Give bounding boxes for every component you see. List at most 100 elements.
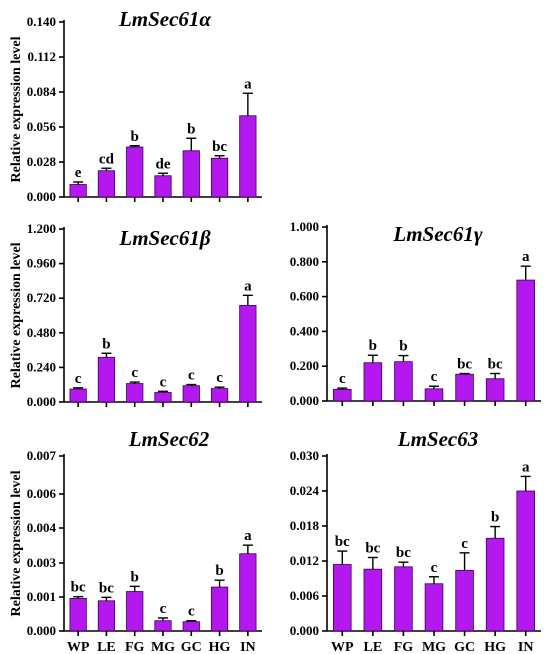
- significance-label: b: [102, 336, 110, 352]
- significance-label: a: [522, 249, 530, 265]
- y-tick-label: 0.084: [27, 84, 57, 99]
- x-tick-label: HG: [484, 640, 506, 654]
- x-tick-label: LE: [97, 640, 116, 654]
- significance-label: c: [131, 365, 138, 381]
- y-tick-label: 0.056: [27, 119, 57, 134]
- panel-title: LmSec63: [397, 427, 478, 451]
- bar: [239, 553, 257, 632]
- significance-label: bc: [212, 139, 227, 155]
- bar: [485, 378, 505, 402]
- bar: [69, 184, 87, 198]
- y-tick-label: 0.000: [290, 393, 319, 408]
- significance-label: cd: [99, 151, 115, 167]
- y-tick-label: 0.006: [27, 486, 57, 501]
- panel-title: LmSec62: [128, 427, 210, 451]
- significance-label: bc: [71, 580, 86, 596]
- significance-label: a: [244, 278, 252, 294]
- bar: [97, 170, 116, 198]
- significance-label: c: [188, 604, 195, 620]
- y-tick-label: 0.200: [290, 358, 319, 373]
- significance-label: b: [131, 569, 139, 585]
- significance-label: bc: [335, 534, 350, 550]
- bar: [69, 388, 87, 403]
- y-tick-label: 0.240: [27, 359, 56, 374]
- bar: [210, 388, 229, 403]
- y-tick-label: 0.000: [27, 623, 56, 638]
- bar: [363, 362, 383, 402]
- y-tick-label: 0.000: [27, 189, 56, 204]
- bar: [394, 566, 413, 632]
- significance-label: bc: [396, 545, 411, 561]
- bar: [516, 279, 535, 402]
- bar: [455, 569, 474, 632]
- bar: [424, 388, 444, 402]
- significance-label: de: [156, 156, 171, 172]
- y-tick-label: 0.018: [290, 518, 320, 533]
- y-tick-label: 0.006: [290, 588, 320, 603]
- significance-label: c: [160, 601, 167, 617]
- significance-label: c: [188, 368, 195, 384]
- significance-label: a: [244, 528, 252, 544]
- bar: [239, 115, 257, 198]
- x-tick-label: GC: [454, 640, 475, 654]
- bar: [394, 361, 413, 402]
- y-tick-label: 0.030: [290, 448, 319, 463]
- y-tick-label: 0.012: [290, 553, 319, 568]
- bar: [485, 537, 505, 632]
- y-tick-label: 0.112: [27, 49, 56, 64]
- significance-label: e: [75, 165, 82, 181]
- bar: [154, 175, 172, 198]
- bar: [210, 157, 229, 198]
- x-tick-label: WP: [331, 640, 354, 654]
- y-tick-label: 0.000: [27, 394, 56, 409]
- bar: [333, 564, 352, 632]
- y-axis-label: Relative expression level: [9, 470, 24, 616]
- panel-title: LmSec61γ: [392, 222, 482, 246]
- x-tick-label: HG: [209, 640, 231, 654]
- significance-label: bc: [99, 580, 114, 596]
- x-tick-label: MG: [422, 640, 446, 654]
- y-tick-label: 0.960: [27, 256, 56, 271]
- bar: [182, 621, 200, 632]
- y-tick-label: 1.000: [290, 219, 319, 234]
- bar: [126, 383, 144, 403]
- y-tick-label: 0.004: [27, 520, 57, 535]
- significance-label: c: [431, 369, 438, 385]
- bar: [363, 568, 383, 632]
- significance-label: c: [339, 371, 346, 387]
- significance-label: a: [244, 76, 252, 92]
- bar: [97, 356, 116, 403]
- x-tick-label: FG: [394, 640, 414, 654]
- significance-label: b: [215, 563, 223, 579]
- y-tick-label: 0.007: [27, 448, 57, 463]
- bar: [97, 600, 116, 632]
- significance-label: c: [160, 374, 167, 390]
- bar: [182, 150, 200, 198]
- bar: [210, 586, 229, 632]
- significance-label: c: [431, 560, 438, 576]
- y-axis-label: Relative expression level: [9, 242, 24, 388]
- y-tick-label: 0.800: [290, 254, 319, 269]
- y-tick-label: 0.001: [27, 589, 56, 604]
- significance-label: b: [131, 129, 139, 145]
- x-tick-label: FG: [125, 640, 145, 654]
- significance-label: a: [522, 459, 530, 475]
- bar: [126, 146, 144, 198]
- significance-label: b: [187, 121, 195, 137]
- panel-title: LmSec61α: [118, 7, 211, 31]
- significance-label: b: [369, 338, 377, 354]
- bar: [333, 388, 352, 402]
- y-tick-label: 0.024: [290, 483, 320, 498]
- y-tick-label: 0.140: [27, 14, 56, 29]
- y-tick-label: 0.720: [27, 290, 56, 305]
- significance-label: c: [75, 371, 82, 387]
- x-tick-label: IN: [240, 640, 256, 654]
- bar: [69, 597, 87, 632]
- y-axis-label: Relative expression level: [9, 36, 24, 182]
- y-tick-label: 0.028: [27, 154, 57, 169]
- x-tick-label: MG: [151, 640, 175, 654]
- significance-label: bc: [365, 541, 380, 557]
- x-tick-label: IN: [518, 640, 534, 654]
- y-tick-label: 0.600: [290, 289, 319, 304]
- significance-label: c: [216, 370, 223, 386]
